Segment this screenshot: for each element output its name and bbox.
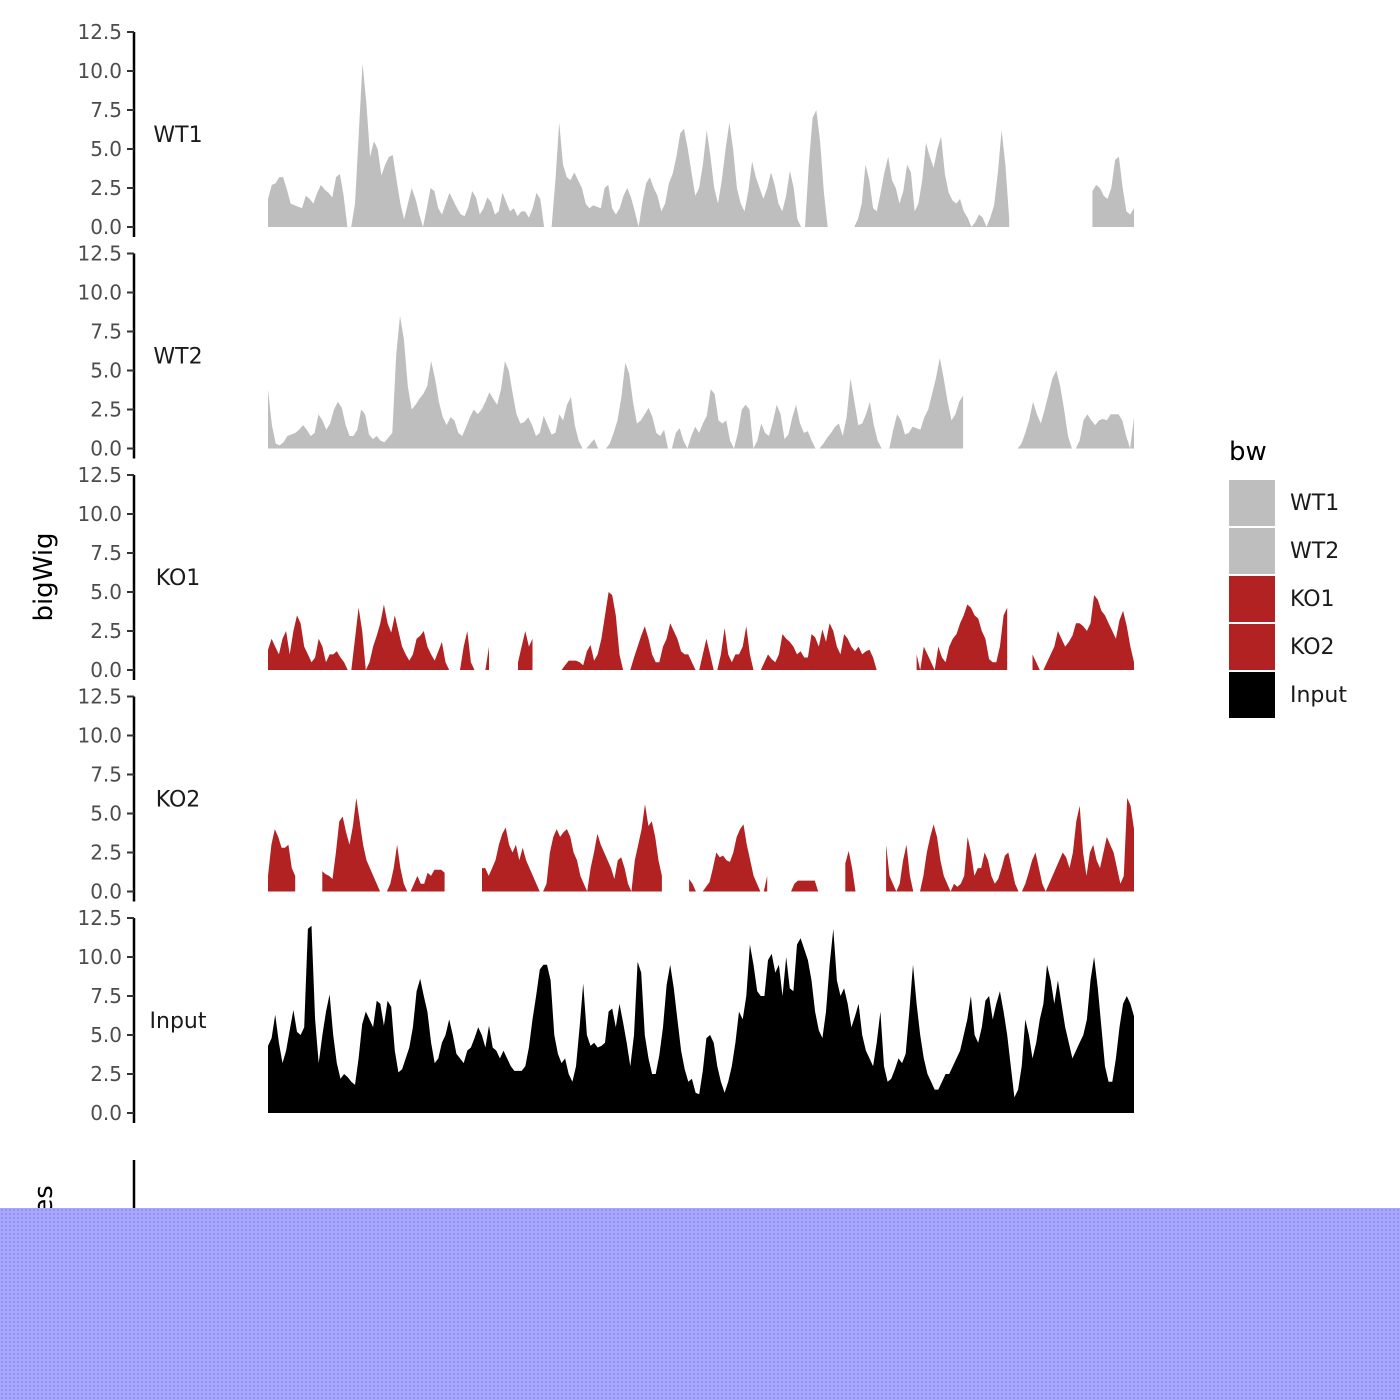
y-tick-label: 0.0 (90, 437, 122, 461)
legend-swatch (1229, 528, 1275, 574)
y-tick-label: 5.0 (90, 137, 122, 161)
y-axis-title: bigWig (29, 532, 59, 621)
track-ko1: 0.0 2.5 5.0 7.5 10.0 12.5 KO1 (77, 463, 1134, 682)
coverage-area (1092, 156, 1134, 227)
y-tick-label: 7.5 (90, 541, 122, 565)
legend-label: WT1 (1290, 491, 1339, 516)
y-tick-label: 7.5 (90, 98, 122, 122)
track-ko2: 0.0 2.5 5.0 7.5 10.0 12.5 KO2 (77, 685, 1134, 904)
y-tick-label: 7.5 (90, 763, 122, 787)
legend-label: WT2 (1290, 539, 1339, 564)
y-tick-label: 12.5 (77, 242, 122, 266)
legend-item-ko1: KO1 (1229, 576, 1335, 622)
y-tick-label: 2.5 (90, 841, 122, 865)
y-tick-label: 2.5 (90, 176, 122, 200)
coverage-area (268, 63, 1010, 228)
y-tick-label: 0.0 (90, 215, 122, 239)
y-tick-label: 12.5 (77, 906, 122, 930)
y-tick-label: 10.0 (77, 281, 122, 305)
coverage-area (791, 880, 819, 892)
track-label: WT2 (153, 345, 202, 370)
coverage-area (689, 824, 768, 892)
coverage-area (482, 804, 662, 892)
track-label: KO1 (156, 566, 201, 591)
coverage-area (268, 315, 964, 449)
coverage-area (268, 604, 489, 670)
coverage-area (1032, 595, 1134, 670)
legend-item-ko2: KO2 (1229, 624, 1335, 670)
coverage-area (268, 829, 296, 892)
legend-swatch (1229, 672, 1275, 718)
legend-label: KO2 (1290, 635, 1335, 660)
genes-panel: es (29, 1160, 136, 1215)
y-tick-label: 10.0 (77, 502, 122, 526)
y-tick-label: 5.0 (90, 802, 122, 826)
y-tick-label: 0.0 (90, 1101, 122, 1125)
track-label: Input (150, 1009, 207, 1034)
legend-title: bw (1229, 437, 1267, 467)
coverage-area (518, 631, 533, 670)
legend-label: KO1 (1290, 587, 1335, 612)
y-tick-label: 12.5 (77, 685, 122, 709)
coverage-area (268, 925, 1134, 1113)
y-tick-label: 0.0 (90, 880, 122, 904)
legend-item-wt1: WT1 (1229, 480, 1339, 526)
legend-item-input: Input (1229, 672, 1347, 718)
legend: bw WT1 WT2 KO1 KO2 Input (1229, 437, 1347, 718)
coverage-area (322, 797, 445, 892)
y-tick-label: 2.5 (90, 398, 122, 422)
y-tick-label: 10.0 (77, 945, 122, 969)
y-tick-label: 7.5 (90, 984, 122, 1008)
track-wt2: 0.0 2.5 5.0 7.5 10.0 12.5 WT2 (77, 242, 1134, 461)
track-input: 0.0 2.5 5.0 7.5 10.0 12.5 Input (77, 906, 1134, 1125)
legend-swatch (1229, 480, 1275, 526)
y-tick-label: 2.5 (90, 1062, 122, 1086)
y-tick-label: 5.0 (90, 580, 122, 604)
legend-swatch (1229, 576, 1275, 622)
coverage-area (916, 604, 1008, 670)
track-wt1: 0.0 2.5 5.0 7.5 10.0 12.5 WT1 (77, 20, 1134, 239)
legend-item-wt2: WT2 (1229, 528, 1339, 574)
y-tick-label: 2.5 (90, 619, 122, 643)
coverage-area (561, 592, 888, 670)
coverage-area (1013, 370, 1134, 449)
tracks-layer: 0.0 2.5 5.0 7.5 10.0 12.5 WT1 0.0 2.5 5.0 7.5 10.0 1… (77, 20, 1134, 1125)
y-tick-label: 12.5 (77, 20, 122, 44)
y-tick-label: 12.5 (77, 463, 122, 487)
coverage-area (845, 850, 856, 892)
y-tick-label: 10.0 (77, 724, 122, 748)
track-label: WT1 (153, 123, 202, 148)
y-tick-label: 7.5 (90, 320, 122, 344)
overlay-region (0, 1208, 1400, 1400)
y-tick-label: 0.0 (90, 658, 122, 682)
y-tick-label: 5.0 (90, 1023, 122, 1047)
legend-swatch (1229, 624, 1275, 670)
y-tick-label: 10.0 (77, 59, 122, 83)
y-tick-label: 5.0 (90, 359, 122, 383)
coverage-area (886, 797, 1134, 892)
legend-label: Input (1290, 683, 1347, 708)
track-label: KO2 (156, 788, 201, 813)
